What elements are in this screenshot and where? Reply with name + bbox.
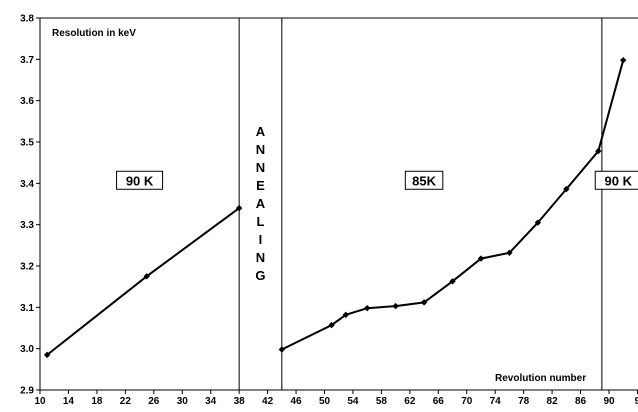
region-label-box (404, 170, 444, 190)
y-tick-label: 3.6 (20, 96, 34, 107)
region-label-text: 90 K (605, 173, 633, 188)
y-tick-label: 3.0 (20, 344, 34, 355)
series-line-second (281, 59, 625, 351)
annealing-letter: A (256, 124, 266, 139)
x-axis-title: Revolution number (495, 373, 586, 384)
x-tick-label: 18 (91, 396, 103, 407)
x-axis-ticks: 10 14 18 22 26 30 34 38 42 46 50 54 58 62 66 70 74 78 82 86… (34, 390, 638, 407)
data-point-marker (449, 278, 456, 285)
plot-frame (39, 17, 638, 391)
y-axis-ticks: 2.9 3.0 3.1 3.2 3.3 3.4 3.5 3.6 3.7 3.8 (20, 14, 40, 397)
data-point-marker (392, 302, 399, 310)
x-tick-label: 26 (148, 396, 160, 407)
data-point-marker (143, 273, 150, 280)
data-point-marker (620, 56, 627, 64)
annealing-letter: I (259, 232, 263, 247)
x-tick-label: 78 (518, 396, 530, 407)
data-point-marker (342, 311, 350, 318)
x-tick-label: 86 (575, 396, 587, 407)
x-tick-label: 54 (347, 396, 359, 407)
region-label-box (116, 170, 164, 190)
data-point-marker (595, 147, 602, 155)
x-tick-label: 38 (234, 396, 246, 407)
data-point-marker (477, 255, 485, 262)
annealing-letter: G (255, 268, 265, 283)
annealing-letter: L (257, 214, 265, 229)
x-tick-label: 42 (262, 396, 274, 407)
x-tick-label: 70 (461, 396, 473, 407)
region-labels: 90 K 85K 90 K (116, 170, 638, 190)
y-tick-label: 3.2 (20, 262, 34, 273)
annealing-letter: N (256, 142, 265, 157)
annealing-letter: N (256, 250, 265, 265)
data-point-marker (534, 219, 542, 226)
x-tick-label: 74 (490, 396, 502, 407)
x-tick-label: 30 (177, 396, 189, 407)
x-tick-label: 50 (319, 396, 331, 407)
data-point-marker (278, 346, 286, 353)
x-tick-label: 34 (205, 396, 217, 407)
data-series (43, 56, 627, 359)
x-tick-label: 22 (120, 396, 132, 407)
y-tick-label: 3.3 (20, 220, 34, 231)
x-tick-label: 9 (635, 396, 638, 407)
x-tick-label: 58 (376, 396, 388, 407)
y-tick-label: 3.8 (20, 14, 34, 25)
annealing-letter: E (256, 178, 265, 193)
x-tick-label: 46 (290, 396, 302, 407)
y-tick-label: 3.7 (20, 55, 34, 66)
annealing-letter: N (256, 160, 265, 175)
data-point-marker (363, 304, 371, 312)
x-tick-label: 66 (433, 396, 445, 407)
data-point-marker (43, 351, 51, 359)
data-point-marker (328, 321, 335, 329)
annealing-letter: A (256, 196, 266, 211)
region-label-text: 90 K (126, 173, 154, 188)
data-point-marker (563, 185, 570, 193)
x-tick-label: 82 (547, 396, 559, 407)
series-line-first (46, 207, 240, 356)
x-tick-label: 90 (603, 396, 615, 407)
y-axis-title: Resolution in keV (52, 28, 136, 39)
data-point-marker (506, 249, 513, 256)
data-point-marker (420, 299, 428, 306)
y-tick-label: 3.5 (20, 138, 34, 149)
x-tick-label: 62 (404, 396, 416, 407)
vertical-divider-lines (238, 18, 603, 390)
y-tick-label: 2.9 (20, 386, 34, 397)
x-tick-label: 10 (34, 396, 46, 407)
x-tick-label: 14 (63, 396, 75, 407)
y-tick-label: 3.1 (20, 303, 34, 314)
region-label-box (594, 170, 638, 190)
y-tick-label: 3.4 (20, 179, 34, 190)
data-point-marker (235, 204, 243, 212)
region-label-text: 85K (412, 173, 436, 188)
